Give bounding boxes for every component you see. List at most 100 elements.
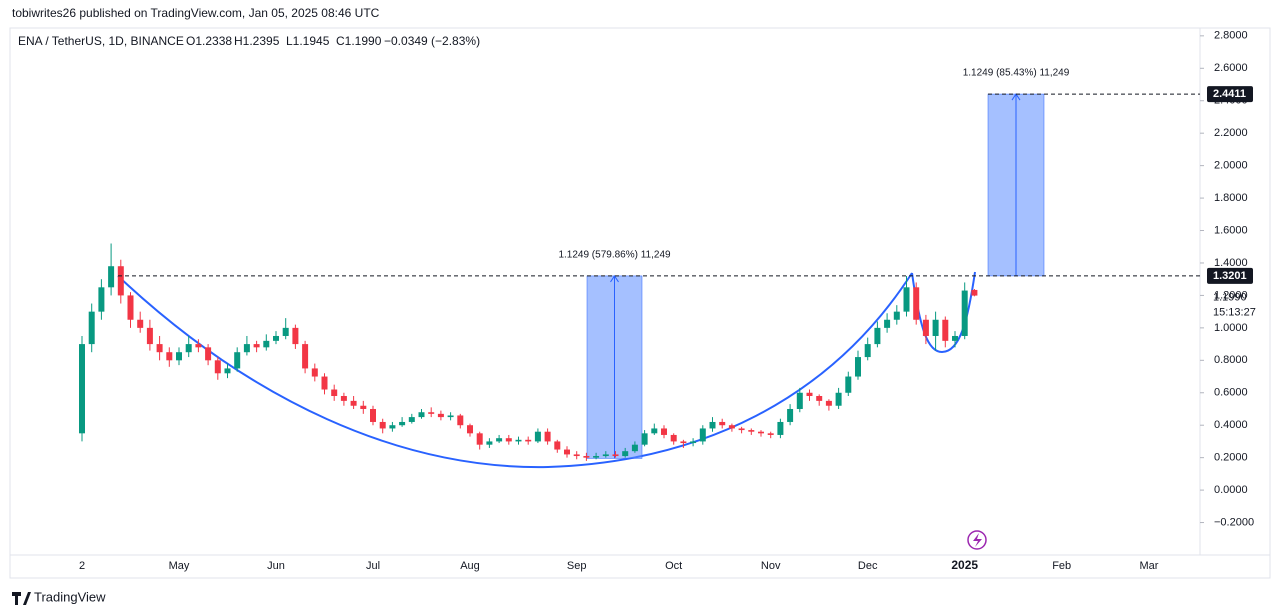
candle-body bbox=[98, 287, 105, 312]
candle-body bbox=[273, 335, 279, 341]
measure-label: 1.1249 (85.43%) 11,249 bbox=[963, 68, 1070, 79]
handle-curve bbox=[911, 271, 976, 354]
measure-arrowhead bbox=[610, 275, 619, 283]
candle-body bbox=[631, 444, 638, 452]
candle-body bbox=[932, 319, 939, 336]
candle-body bbox=[224, 368, 231, 374]
candle-body bbox=[447, 415, 454, 418]
candle-body bbox=[903, 287, 910, 312]
candle-body bbox=[234, 352, 241, 369]
candle-body bbox=[350, 400, 357, 406]
event-icon-bolt bbox=[973, 533, 982, 547]
candle-body bbox=[612, 454, 619, 457]
candle-body bbox=[544, 431, 551, 442]
candle-body bbox=[651, 428, 658, 434]
candle-body bbox=[428, 412, 435, 414]
x-tick-label: Oct bbox=[665, 560, 682, 572]
candle-body bbox=[593, 456, 600, 458]
candle-body bbox=[874, 327, 881, 345]
candle-body bbox=[564, 449, 570, 455]
candle-body bbox=[767, 433, 774, 435]
candle-body bbox=[845, 376, 852, 393]
candle-body bbox=[108, 266, 115, 288]
candle-body bbox=[370, 408, 376, 422]
candle-body bbox=[893, 311, 900, 320]
candle-body bbox=[806, 392, 813, 397]
x-tick-label: Sep bbox=[567, 560, 587, 572]
price-label: 2.4411 bbox=[1213, 88, 1246, 100]
candle-body bbox=[282, 327, 289, 336]
ohlc-value: O1.2338 bbox=[186, 34, 232, 48]
candle-body bbox=[486, 441, 493, 445]
candle-body bbox=[185, 344, 192, 353]
countdown: 15:13:27 bbox=[1213, 306, 1256, 318]
candle-body bbox=[728, 425, 735, 429]
ohlc-value: L1.1945 bbox=[286, 34, 330, 48]
y-tick-label: 0.2000 bbox=[1214, 452, 1248, 464]
candle-body bbox=[457, 415, 464, 426]
candle-body bbox=[971, 289, 978, 296]
symbol: ENA / TetherUS, 1D, BINANCE bbox=[18, 34, 184, 48]
candle-body bbox=[253, 344, 260, 348]
measure-label: 1.1249 (579.86%) 11,249 bbox=[558, 250, 671, 261]
candle-body bbox=[88, 311, 95, 345]
candle-body bbox=[680, 441, 687, 444]
candle-body bbox=[835, 392, 842, 406]
candle-body bbox=[641, 433, 648, 445]
x-tick-label: 2 bbox=[79, 560, 85, 572]
y-tick-label: −0.2000 bbox=[1214, 516, 1254, 528]
candle-body bbox=[127, 295, 134, 320]
y-tick-label: 0.8000 bbox=[1214, 354, 1248, 366]
candle-body bbox=[758, 431, 764, 434]
y-tick-label: 0.4000 bbox=[1214, 419, 1248, 431]
candle-body bbox=[583, 456, 590, 458]
candle-body bbox=[156, 344, 163, 353]
x-tick-label: Nov bbox=[761, 560, 781, 572]
candle-body bbox=[117, 266, 124, 296]
candle-body bbox=[243, 344, 250, 353]
y-tick-label: 1.4000 bbox=[1214, 257, 1248, 269]
y-tick-label: 1.6000 bbox=[1214, 224, 1248, 236]
candle-body bbox=[699, 428, 706, 442]
event-icon[interactable] bbox=[967, 530, 987, 550]
y-tick-label: 0.0000 bbox=[1214, 484, 1248, 496]
cup-curve bbox=[117, 272, 913, 469]
candle-body bbox=[418, 412, 425, 418]
candle-body bbox=[379, 421, 386, 429]
candle-body bbox=[554, 441, 561, 450]
ohlc-value: H1.2395 bbox=[234, 34, 280, 48]
candle-body bbox=[573, 454, 580, 457]
footer-logo bbox=[12, 592, 31, 605]
last-price-label: 1.1990 bbox=[1213, 291, 1247, 303]
candle-body bbox=[137, 319, 144, 328]
candle-body bbox=[738, 428, 745, 431]
candle-body bbox=[79, 344, 85, 434]
candle-body bbox=[214, 360, 221, 374]
y-tick-label: 2.2000 bbox=[1214, 127, 1248, 139]
price-label: 1.3201 bbox=[1213, 270, 1247, 282]
ohlc-value: −0.0349 (−2.83%) bbox=[384, 34, 480, 48]
candle-body bbox=[195, 344, 202, 348]
candle-body bbox=[787, 408, 794, 422]
y-tick-label: 1.0000 bbox=[1214, 322, 1248, 334]
candle-body bbox=[670, 434, 677, 442]
candle-body bbox=[515, 439, 522, 442]
candle-body bbox=[777, 421, 784, 435]
candle-body bbox=[748, 430, 755, 432]
y-tick-label: 1.2000 bbox=[1214, 289, 1248, 301]
y-tick-label: 2.6000 bbox=[1214, 62, 1248, 74]
y-tick-label: 2.0000 bbox=[1214, 160, 1248, 172]
candle-body bbox=[709, 421, 716, 429]
candle-body bbox=[408, 417, 415, 422]
candle-body bbox=[913, 287, 920, 320]
ohlc-value: C1.1990 bbox=[336, 34, 382, 48]
candle-body bbox=[661, 428, 667, 435]
candle-body bbox=[961, 290, 968, 336]
x-tick-label: Mar bbox=[1140, 560, 1159, 572]
candle-body bbox=[855, 357, 861, 377]
candle-body bbox=[340, 396, 347, 401]
candle-body bbox=[602, 454, 609, 457]
x-tick-label: Aug bbox=[460, 560, 480, 572]
candle-body bbox=[496, 438, 503, 442]
candle-body bbox=[302, 344, 309, 369]
